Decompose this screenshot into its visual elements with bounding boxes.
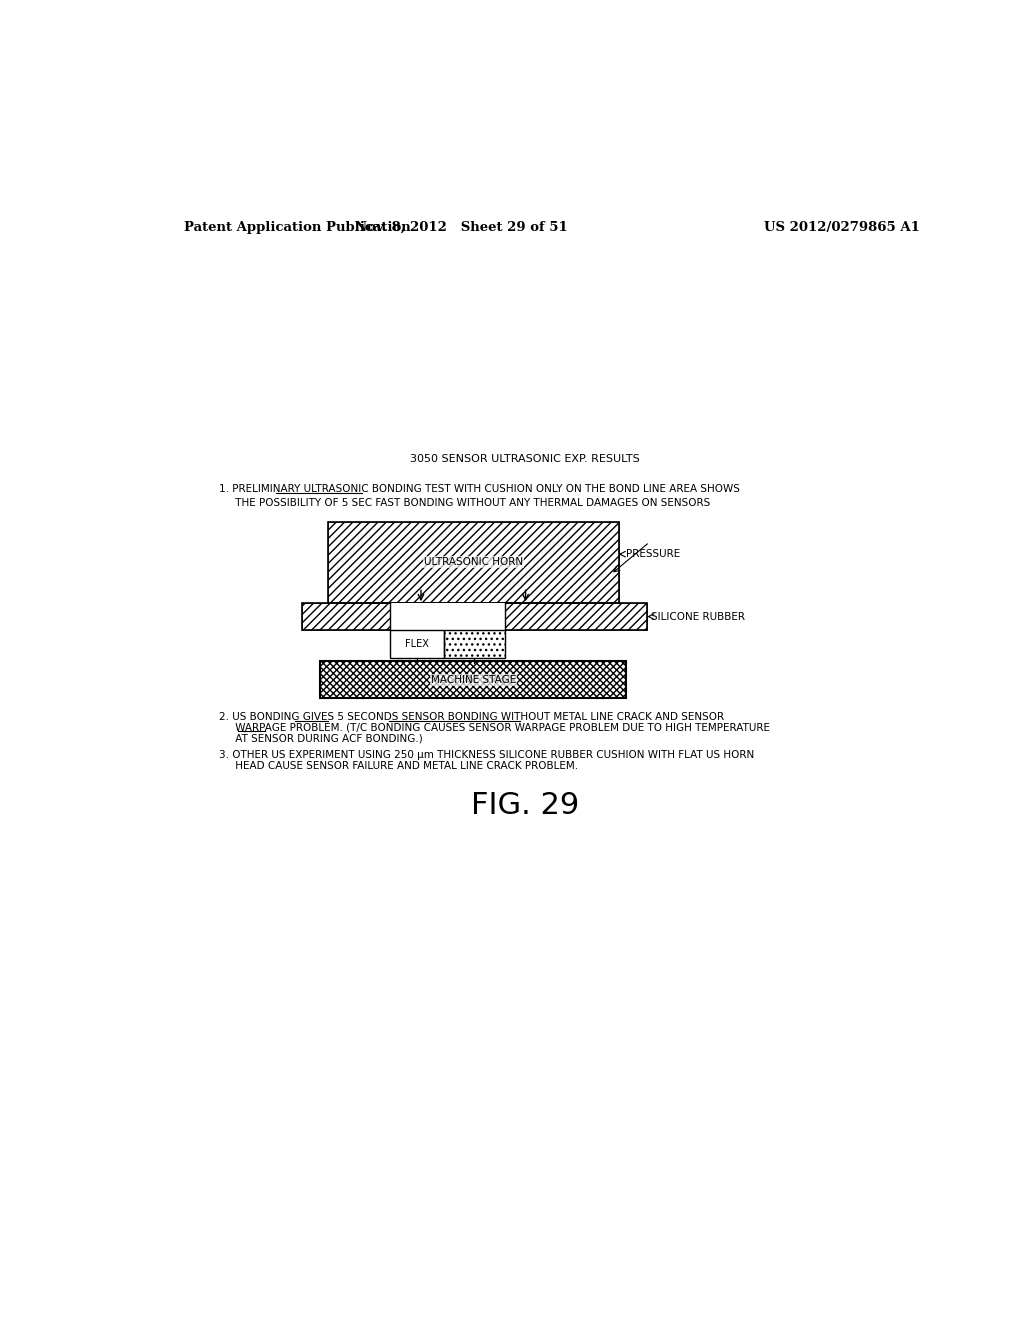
Text: PRESSURE: PRESSURE bbox=[627, 549, 681, 560]
Text: 3. OTHER US EXPERIMENT USING 250 μm THICKNESS SILICONE RUBBER CUSHION WITH FLAT : 3. OTHER US EXPERIMENT USING 250 μm THIC… bbox=[219, 750, 755, 760]
Text: ULTRASONIC HORN: ULTRASONIC HORN bbox=[424, 557, 523, 568]
Text: FIG. 29: FIG. 29 bbox=[471, 791, 579, 820]
Text: MACHINE STAGE: MACHINE STAGE bbox=[431, 675, 516, 685]
Bar bbox=[328, 521, 618, 603]
Text: US 2012/0279865 A1: US 2012/0279865 A1 bbox=[764, 222, 920, 234]
Bar bbox=[328, 521, 618, 603]
Text: AT SENSOR DURING ACF BONDING.): AT SENSOR DURING ACF BONDING.) bbox=[219, 733, 423, 743]
Text: WARPAGE PROBLEM. (T/C BONDING CAUSES SENSOR WARPAGE PROBLEM DUE TO HIGH TEMPERAT: WARPAGE PROBLEM. (T/C BONDING CAUSES SEN… bbox=[219, 722, 770, 733]
Text: THE POSSIBILITY OF 5 SEC FAST BONDING WITHOUT ANY THERMAL DAMAGES ON SENSORS: THE POSSIBILITY OF 5 SEC FAST BONDING WI… bbox=[219, 499, 711, 508]
Text: HEAD CAUSE SENSOR FAILURE AND METAL LINE CRACK PROBLEM.: HEAD CAUSE SENSOR FAILURE AND METAL LINE… bbox=[219, 760, 579, 771]
Text: Patent Application Publication: Patent Application Publication bbox=[183, 222, 411, 234]
Bar bbox=[390, 631, 444, 659]
Bar bbox=[444, 631, 505, 659]
Text: 3050 SENSOR ULTRASONIC EXP. RESULTS: 3050 SENSOR ULTRASONIC EXP. RESULTS bbox=[410, 454, 640, 463]
Bar bbox=[302, 603, 647, 631]
Bar bbox=[321, 661, 627, 698]
Text: 2. US BONDING GIVES 5 SECONDS SENSOR BONDING WITHOUT METAL LINE CRACK AND SENSOR: 2. US BONDING GIVES 5 SECONDS SENSOR BON… bbox=[219, 711, 725, 722]
Bar bbox=[390, 603, 505, 631]
Bar bbox=[321, 661, 627, 698]
Text: FLEX: FLEX bbox=[406, 639, 429, 649]
Text: SILICONE RUBBER: SILICONE RUBBER bbox=[651, 611, 745, 622]
Bar bbox=[302, 603, 647, 631]
Text: 1. PRELIMINARY ULTRASONIC BONDING TEST WITH CUSHION ONLY ON THE BOND LINE AREA S: 1. PRELIMINARY ULTRASONIC BONDING TEST W… bbox=[219, 484, 740, 495]
Text: Nov. 8, 2012   Sheet 29 of 51: Nov. 8, 2012 Sheet 29 of 51 bbox=[355, 222, 567, 234]
